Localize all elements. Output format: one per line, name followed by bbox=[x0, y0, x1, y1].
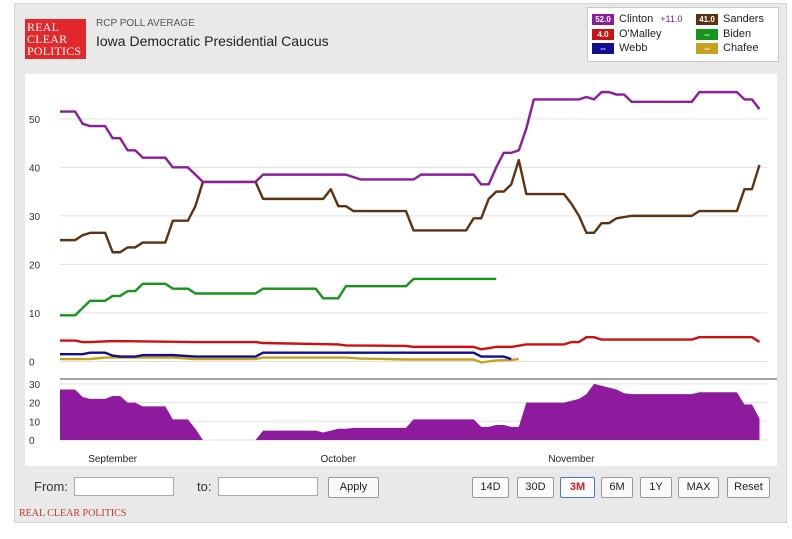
series-line-webb bbox=[60, 351, 512, 361]
legend-item-biden[interactable]: -- Biden bbox=[696, 28, 751, 41]
legend-diff-clinton: +11.0 bbox=[660, 14, 683, 24]
legend-badge-sanders: 41.0 bbox=[696, 14, 718, 25]
date-range-controls: From: to: Apply 14D 30D 3M 6M 1Y MAX Res… bbox=[25, 474, 777, 500]
y-tick-label-50: 50 bbox=[29, 115, 41, 126]
spread-tick-label-20: 20 bbox=[29, 399, 41, 410]
legend-name-webb: Webb bbox=[619, 42, 648, 54]
range-6m-button[interactable]: 6M bbox=[601, 477, 633, 498]
legend-item-webb[interactable]: -- Webb bbox=[592, 42, 648, 55]
series-line-sanders bbox=[60, 158, 761, 254]
y-tick-label-0: 0 bbox=[29, 357, 35, 368]
legend-badge-webb: -- bbox=[592, 43, 614, 54]
legend-badge-omalley: 4.0 bbox=[592, 29, 614, 40]
range-14d-button[interactable]: 14D bbox=[472, 477, 509, 498]
range-30d-button[interactable]: 30D bbox=[517, 477, 554, 498]
logo-line-2: CLEAR bbox=[27, 32, 68, 46]
range-1y-button[interactable]: 1Y bbox=[640, 477, 672, 498]
range-3m-button[interactable]: 3M bbox=[560, 477, 595, 498]
x-tick-label-october: October bbox=[320, 454, 356, 465]
legend-name-biden: Biden bbox=[723, 28, 752, 40]
range-max-button[interactable]: MAX bbox=[678, 477, 719, 498]
legend-item-sanders[interactable]: 41.0 Sanders bbox=[696, 13, 764, 26]
legend-badge-biden: -- bbox=[696, 29, 718, 40]
logo-line-1: REAL bbox=[27, 20, 60, 34]
spread-area bbox=[60, 383, 760, 440]
from-label: From: bbox=[34, 479, 68, 494]
y-tick-label-20: 20 bbox=[29, 260, 41, 271]
legend-badge-chafee: -- bbox=[696, 43, 718, 54]
reset-button[interactable]: Reset bbox=[727, 477, 770, 498]
rcp-logo: REAL CLEAR POLITICS bbox=[25, 19, 86, 59]
y-tick-label-10: 10 bbox=[29, 309, 41, 320]
to-date-input[interactable] bbox=[218, 477, 318, 496]
chart-widget: REAL CLEAR POLITICS RCP POLL AVERAGE Iow… bbox=[14, 3, 787, 523]
legend-item-omalley[interactable]: 4.0 O'Malley bbox=[592, 28, 661, 41]
legend-name-sanders: Sanders bbox=[723, 13, 764, 25]
x-tick-label-november: November bbox=[548, 454, 595, 465]
legend-item-chafee[interactable]: -- Chafee bbox=[696, 42, 758, 55]
from-date-input[interactable] bbox=[74, 477, 174, 496]
logo-line-3: POLITICS bbox=[27, 44, 82, 58]
apply-button[interactable]: Apply bbox=[328, 477, 379, 498]
chart-subtitle: RCP POLL AVERAGE bbox=[96, 18, 195, 29]
spread-tick-label-10: 10 bbox=[29, 417, 41, 428]
legend-name-clinton: Clinton bbox=[619, 13, 654, 25]
spread-tick-label-30: 30 bbox=[29, 380, 41, 391]
legend-item-clinton[interactable]: 52.0 Clinton +11.0 bbox=[592, 13, 682, 26]
series-line-clinton bbox=[60, 90, 761, 186]
chart-title: Iowa Democratic Presidential Caucus bbox=[96, 33, 329, 49]
poll-chart[interactable]: 0 10 20 30 40 50 0 10 20 30 September October Novemb… bbox=[25, 74, 777, 466]
legend-badge-clinton: 52.0 bbox=[592, 14, 614, 25]
legend-name-omalley: O'Malley bbox=[619, 28, 662, 40]
y-tick-label-40: 40 bbox=[29, 163, 41, 174]
x-tick-label-september: September bbox=[88, 454, 138, 465]
y-tick-label-30: 30 bbox=[29, 212, 41, 223]
series-line-omalley bbox=[60, 335, 761, 351]
legend: 52.0 Clinton +11.0 41.0 Sanders 4.0 O'Malley… bbox=[587, 7, 779, 62]
series-line-biden bbox=[60, 277, 497, 317]
footer-brand: REAL CLEAR POLITICS bbox=[19, 508, 127, 519]
spread-tick-label-0: 0 bbox=[29, 436, 35, 447]
to-label: to: bbox=[197, 479, 212, 494]
chart-plot-area[interactable]: 0 10 20 30 40 50 0 10 20 30 September October Novemb… bbox=[25, 74, 777, 466]
legend-name-chafee: Chafee bbox=[723, 42, 759, 54]
